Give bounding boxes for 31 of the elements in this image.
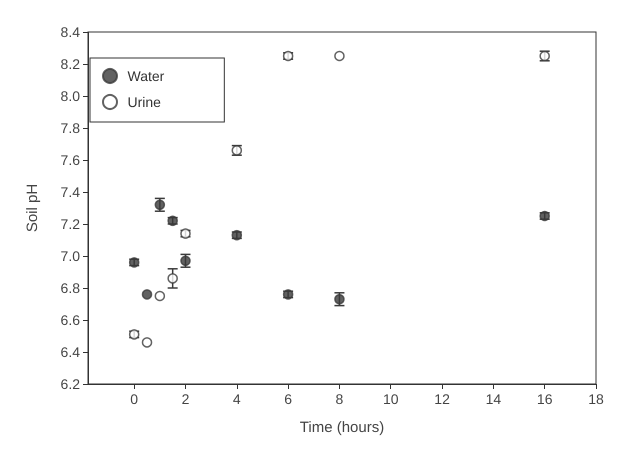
point (167, 273, 178, 284)
y-tick-label: 8.0 (60, 88, 80, 104)
y-tick-label: 8.4 (60, 24, 80, 40)
y-tick-label: 6.4 (60, 344, 80, 360)
point (154, 290, 166, 302)
y-tick-label: 7.4 (60, 184, 80, 200)
point (142, 289, 152, 300)
x-tick-label: 2 (182, 391, 190, 407)
legend-label: Urine (128, 94, 162, 110)
x-tick-label: 10 (382, 391, 399, 407)
y-tick-label: 6.2 (60, 376, 80, 392)
point (334, 50, 345, 62)
x-tick-label: 12 (434, 391, 450, 407)
y-tick-label: 7.2 (60, 216, 80, 232)
x-tick-label: 8 (336, 391, 344, 407)
x-axis-title: Time (hours) (300, 419, 384, 436)
x-tick-label: 4 (232, 391, 241, 407)
point (142, 337, 152, 348)
x-tick-label: 14 (486, 391, 502, 407)
y-tick-label: 7.8 (60, 120, 80, 136)
y-axis-title: Soil pH (24, 184, 41, 232)
y-tick-label: 7.6 (60, 152, 80, 168)
y-tick-label: 7.0 (60, 248, 80, 264)
y-tick-label: 8.2 (60, 56, 80, 72)
x-tick-label: 0 (130, 391, 138, 407)
x-tick-label: 6 (284, 391, 292, 407)
y-tick-label: 6.8 (60, 280, 80, 296)
x-tick-label: 16 (536, 391, 553, 407)
y-tick-label: 6.6 (60, 312, 80, 328)
x-tick-label: 18 (588, 391, 604, 407)
legend-label: Water (128, 68, 165, 84)
